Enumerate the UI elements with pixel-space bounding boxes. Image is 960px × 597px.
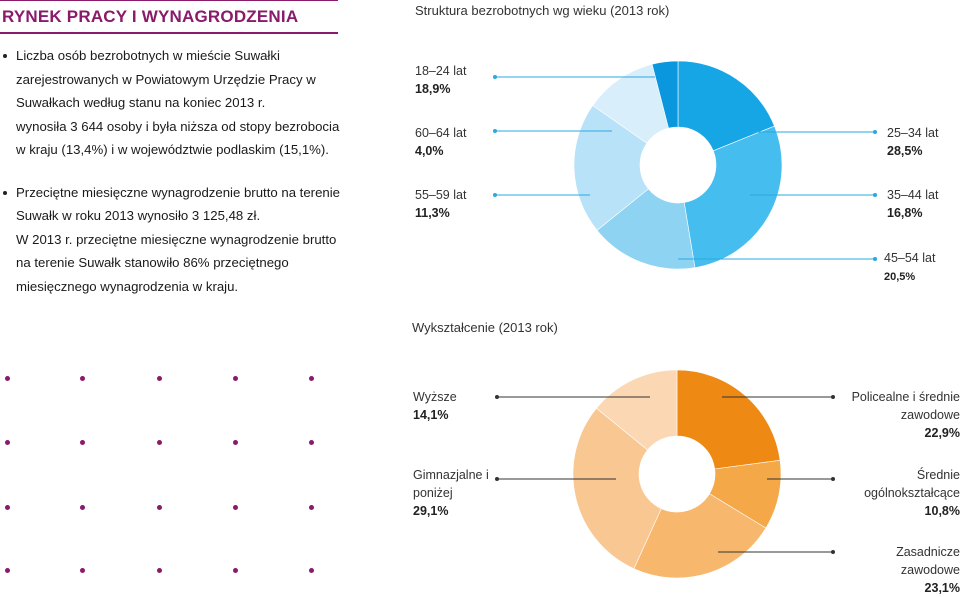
- donut-slice: [676, 369, 781, 470]
- dot: [80, 440, 85, 445]
- donut-slice: [633, 493, 767, 579]
- dot: [233, 440, 238, 445]
- edu-label-srednie-ogolne: Średnie ogólnokształcące 10,8%: [850, 466, 960, 520]
- text-column: Liczba osób bezrobotnych w mieście Suwał…: [0, 44, 340, 298]
- section-header: RYNEK PRACY I WYNAGRODZENIA: [0, 0, 338, 34]
- slice-label: Zasadnicze zawodowe: [896, 545, 960, 577]
- paragraph-1: Liczba osób bezrobotnych w mieście Suwał…: [0, 44, 340, 115]
- paragraph-4: W 2013 r. przeciętne miesięczne wynagrod…: [16, 231, 337, 294]
- donut-slice: [651, 60, 679, 129]
- slice-value: 4,0%: [415, 144, 444, 158]
- age-label-18-24: 18–24 lat 18,9%: [415, 62, 466, 98]
- paragraph-2: wynosiła 3 644 osoby i była niższa od st…: [16, 118, 340, 158]
- slice-label: Policealne i średnie zawodowe: [851, 390, 960, 422]
- donut-slice: [683, 125, 783, 268]
- edu-label-policealne: Policealne i średnie zawodowe 22,9%: [830, 388, 960, 442]
- slice-value: 28,5%: [887, 144, 923, 158]
- donut-slice: [677, 60, 775, 152]
- slice-label: 35–44 lat: [887, 188, 939, 202]
- paragraph-3: Przeciętne miesięczne wynagrodzenie brut…: [0, 181, 340, 228]
- age-label-35-44: 35–44 lat 16,8%: [887, 186, 938, 222]
- slice-label: 55–59 lat: [415, 188, 467, 202]
- slice-label: 60–64 lat: [415, 126, 467, 140]
- leader-dot: [493, 129, 497, 133]
- dot: [309, 505, 314, 510]
- dot: [157, 376, 162, 381]
- slice-value: 23,1%: [924, 581, 960, 595]
- slice-value: 16,8%: [887, 206, 923, 220]
- dot: [233, 376, 238, 381]
- leader-dot: [831, 395, 835, 399]
- dot: [157, 568, 162, 573]
- dot: [5, 376, 10, 381]
- slice-label: 18–24 lat: [415, 64, 467, 78]
- edu-label-zasadnicze: Zasadnicze zawodowe 23,1%: [860, 543, 960, 597]
- dot: [80, 505, 85, 510]
- dot: [233, 505, 238, 510]
- age-label-25-34: 25–34 lat 28,5%: [887, 124, 938, 160]
- dot: [5, 568, 10, 573]
- dot: [5, 505, 10, 510]
- leader-dot: [831, 477, 835, 481]
- slice-value: 29,1%: [413, 504, 449, 518]
- dot-grid: [0, 0, 330, 590]
- leader-dot: [873, 193, 877, 197]
- slice-label: 45–54 lat: [884, 251, 936, 265]
- section-title: RYNEK PRACY I WYNAGRODZENIA: [2, 7, 299, 26]
- dot: [309, 568, 314, 573]
- slice-value: 18,9%: [415, 82, 451, 96]
- donut-slice: [573, 105, 649, 231]
- leader-dot: [831, 550, 835, 554]
- slice-label: Wyższe: [413, 390, 457, 404]
- age-donut: [573, 60, 783, 270]
- dot: [309, 376, 314, 381]
- slice-label: 25–34 lat: [887, 126, 939, 140]
- slice-value: 20,5%: [884, 271, 916, 283]
- slice-label: Średnie ogólnokształcące: [864, 468, 960, 500]
- dot: [157, 505, 162, 510]
- dot: [5, 440, 10, 445]
- slice-value: 10,8%: [924, 504, 960, 518]
- leader-dot: [495, 477, 499, 481]
- education-donut: [572, 369, 782, 579]
- leader-dot: [873, 257, 877, 261]
- education-chart-title: Wykształcenie (2013 rok): [412, 320, 558, 335]
- dot: [80, 376, 85, 381]
- slice-value: 22,9%: [924, 426, 960, 440]
- age-label-60-64: 60–64 lat 4,0%: [415, 124, 466, 160]
- donut-slice: [572, 407, 662, 570]
- dot: [157, 440, 162, 445]
- age-chart-title: Struktura bezrobotnych wg wieku (2013 ro…: [415, 3, 670, 18]
- dot: [80, 568, 85, 573]
- leader-dot: [873, 130, 877, 134]
- age-label-55-59: 55–59 lat 11,3%: [415, 186, 466, 222]
- slice-label: Gimnazjalne i poniżej: [413, 468, 489, 500]
- dot: [233, 568, 238, 573]
- age-label-45-54: 45–54 lat 20,5%: [884, 249, 935, 286]
- leader-dot: [495, 395, 499, 399]
- slice-value: 14,1%: [413, 408, 449, 422]
- edu-label-gimnazjalne: Gimnazjalne i poniżej 29,1%: [413, 466, 508, 520]
- dot: [309, 440, 314, 445]
- leader-dot: [493, 75, 497, 79]
- donut-slice: [596, 188, 696, 270]
- donut-slice: [596, 369, 678, 451]
- leader-lines: [493, 75, 877, 554]
- leader-dot: [493, 193, 497, 197]
- slice-value: 11,3%: [415, 206, 450, 220]
- edu-label-wyzsze: Wyższe 14,1%: [413, 388, 457, 424]
